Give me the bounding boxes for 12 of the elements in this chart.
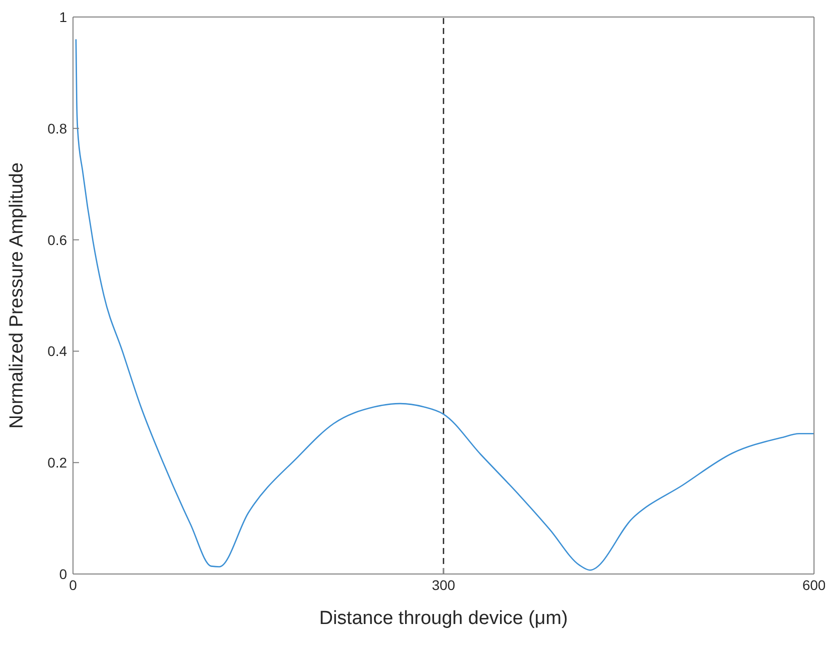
x-tick-label: 0 bbox=[69, 576, 78, 593]
y-tick-label: 0.8 bbox=[48, 120, 68, 136]
y-axis-title: Normalized Pressure Amplitude bbox=[6, 162, 28, 429]
y-tick-label: 0 bbox=[59, 566, 68, 582]
y-tick-label: 0.4 bbox=[48, 343, 68, 360]
x-tick-label: 600 bbox=[802, 576, 826, 593]
y-tick-label: 1 bbox=[59, 8, 68, 25]
y-tick-label: 0.2 bbox=[48, 454, 68, 471]
y-tick-label: 0.6 bbox=[48, 232, 68, 248]
line-series bbox=[75, 38, 814, 571]
x-tick-label: 300 bbox=[432, 576, 456, 593]
x-axis-title: Distance through device (μm) bbox=[319, 608, 568, 629]
